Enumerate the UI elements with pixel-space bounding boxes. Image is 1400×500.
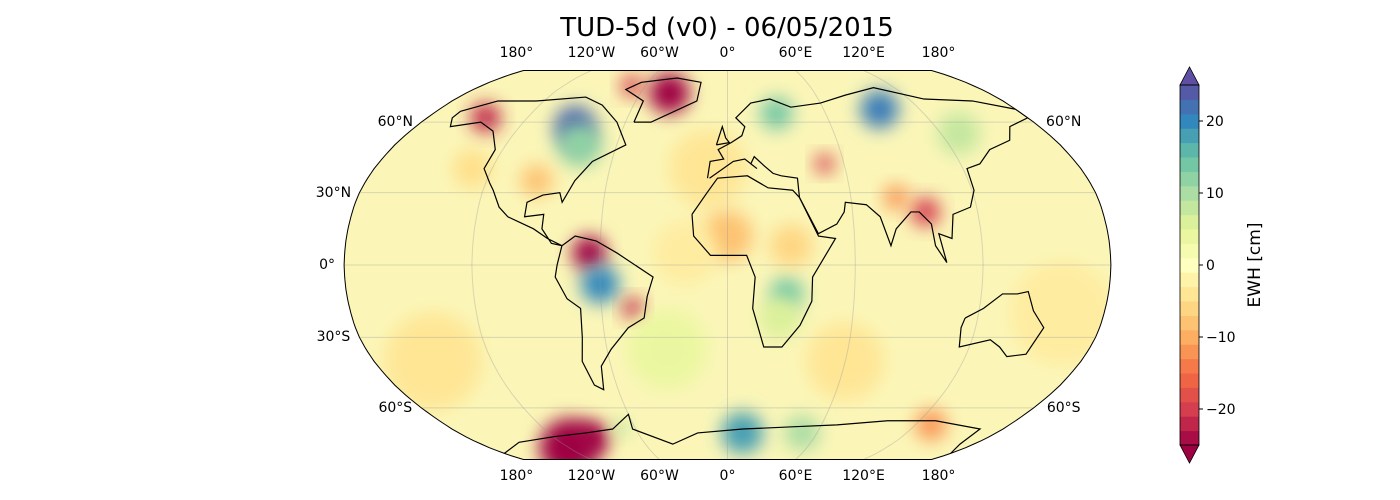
meridian	[471, 70, 592, 460]
colorbar-tick-label: −20	[1206, 402, 1236, 418]
anomaly-region	[470, 102, 501, 133]
colorbar-label: EWH [cm]	[1245, 222, 1265, 308]
anomaly-region	[574, 421, 609, 456]
meridian	[599, 70, 660, 460]
anomaly-region	[653, 221, 717, 285]
lat-label-left: 0°	[319, 257, 336, 273]
coastline	[449, 96, 627, 247]
colorbar-band	[1180, 272, 1199, 288]
coastline	[503, 413, 982, 454]
anomaly-region	[611, 419, 630, 439]
colorbar-band	[1180, 257, 1199, 273]
colorbar-band	[1180, 157, 1199, 172]
anomaly-region	[883, 185, 909, 210]
anomaly-region	[806, 322, 885, 401]
anomaly-region	[649, 72, 690, 114]
colorbar-band	[1180, 416, 1199, 432]
coastline	[706, 87, 1029, 263]
anomaly-region	[452, 148, 492, 189]
lon-label-top: 180°	[499, 45, 534, 61]
anomaly-region	[581, 265, 620, 304]
colorbar-band	[1180, 171, 1199, 187]
anomaly-region	[622, 297, 644, 319]
anomaly-region	[383, 312, 483, 411]
map-title: TUD-5d (v0) - 06/05/2015	[560, 13, 894, 43]
anomaly-region	[572, 235, 607, 270]
lon-label-bottom: 60°E	[778, 468, 813, 484]
anomaly-region	[814, 154, 835, 174]
colorbar-band	[1180, 229, 1199, 244]
lon-label-bottom: 180°	[499, 468, 534, 484]
coastline	[715, 124, 731, 146]
lon-label-top: 60°E	[778, 45, 813, 61]
colorbar-band	[1180, 85, 1199, 100]
colorbar-band	[1180, 243, 1199, 259]
colorbar-band	[1180, 430, 1199, 446]
anomaly-region	[937, 112, 981, 155]
colorbar-band	[1180, 344, 1199, 360]
lat-label-left: 30°N	[315, 184, 352, 201]
colorbar-band	[1180, 373, 1199, 388]
lon-label-top: 120°W	[567, 45, 616, 61]
colorbar-band	[1180, 200, 1199, 216]
lat-label-right: 60°N	[1046, 114, 1082, 131]
lon-label-bottom: 120°W	[567, 468, 616, 484]
colorbar-band	[1180, 315, 1199, 331]
colorbar-tick-label: 0	[1206, 258, 1215, 274]
anomaly-region	[784, 415, 821, 451]
lat-label-left: 60°S	[378, 399, 413, 416]
colorbar-band	[1180, 185, 1199, 201]
colorbar-band	[1180, 142, 1199, 158]
anomaly-region	[910, 197, 941, 227]
meridian	[863, 70, 984, 460]
colorbar-band	[1180, 113, 1199, 129]
map-outline	[343, 70, 1112, 460]
lon-label-bottom: 60°W	[640, 468, 679, 484]
lon-label-bottom: 180°	[921, 468, 956, 484]
colorbar-band	[1180, 387, 1199, 403]
colorbar-band	[1180, 301, 1199, 316]
colorbar-band	[1180, 329, 1199, 345]
lon-label-top: 180°	[921, 45, 956, 61]
anomaly-region	[520, 164, 553, 197]
lon-label-top: 60°W	[640, 45, 679, 61]
colorbar-band	[1180, 128, 1199, 144]
lat-label-left: 30°S	[316, 329, 351, 346]
map-area	[344, 70, 1111, 460]
anomaly-region	[860, 90, 899, 129]
colorbar-band	[1180, 358, 1199, 374]
lon-label-top: 0°	[719, 45, 736, 61]
anomaly-region	[721, 412, 764, 454]
anomaly-region	[557, 122, 602, 168]
colorbar-tick-label: 20	[1206, 114, 1224, 130]
anomaly-region	[769, 224, 813, 267]
coastline	[691, 175, 837, 348]
lon-label-top: 120°E	[842, 45, 885, 61]
colorbar-tick-label: −10	[1206, 330, 1236, 346]
coastline	[624, 77, 702, 123]
anomaly-region	[915, 409, 947, 441]
lat-label-left: 60°N	[377, 114, 413, 131]
meridian	[795, 70, 856, 460]
lat-label-right: 60°S	[1046, 399, 1081, 416]
anomaly-region	[620, 74, 643, 97]
anomaly-region	[668, 129, 748, 208]
anomaly-region	[758, 297, 801, 339]
colorbar-band	[1180, 286, 1199, 302]
colorbar-band	[1180, 214, 1199, 230]
colorbar-band	[1180, 99, 1199, 115]
lon-label-bottom: 120°E	[842, 468, 885, 484]
lon-label-bottom: 0°	[719, 468, 736, 484]
colorbar-band	[1180, 401, 1199, 417]
coastline	[958, 290, 1045, 358]
colorbar-tick-label: 10	[1206, 186, 1224, 202]
coastline	[554, 235, 654, 391]
anomaly-region	[627, 309, 708, 390]
